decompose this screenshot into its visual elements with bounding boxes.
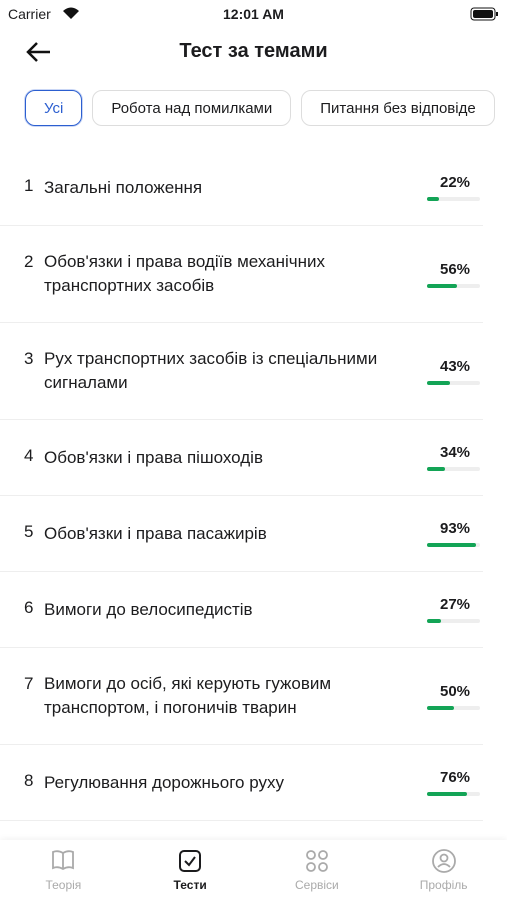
progress-track	[427, 467, 480, 471]
progress: 56%	[427, 261, 483, 288]
topic-row[interactable]: 8 Регулювання дорожнього руху 76%	[0, 745, 483, 821]
topic-number: 7	[24, 674, 34, 693]
topic-number: 5	[24, 522, 34, 541]
status-bar: Carrier 12:01 AM	[0, 0, 507, 28]
battery-icon	[470, 7, 498, 21]
topic-title: Рух транспортних засобів із спеціальними…	[44, 349, 378, 392]
topic-row[interactable]: 6 Вимоги до велосипедистів 27%	[0, 572, 483, 648]
topic-row[interactable]: 5 Обов'язки і права пасажирів 93%	[0, 496, 483, 572]
progress-bar	[427, 619, 442, 623]
topic-row[interactable]: 75%	[0, 821, 483, 840]
progress-bar	[427, 380, 450, 385]
nav-item[interactable]: Теорія	[0, 840, 127, 900]
topic-title: Обов'язки і права водіїв механічних тран…	[44, 252, 326, 295]
progress-bar	[427, 705, 454, 710]
bottom-nav: Теорія Тести Сервіси Профіль	[0, 840, 507, 900]
topic-row[interactable]: 3 Рух транспортних засобів із спеціальним…	[0, 323, 483, 420]
progress-bar	[427, 197, 439, 201]
time: 12:01 AM	[223, 6, 284, 22]
progress-label: 43%	[439, 357, 471, 375]
topic-row[interactable]: 7 Вимоги до осіб, які керують гужовим тра…	[0, 648, 483, 745]
topic-title: Загальні положення	[44, 177, 203, 197]
header: Тест за темами	[0, 34, 507, 70]
topic-row[interactable]: 4 Обов'язки і права пішоходів 34%	[0, 420, 483, 496]
progress: 34%	[427, 444, 483, 471]
progress-label: 76%	[439, 769, 471, 786]
topic-title: Обов'язки і права пасажирів	[44, 523, 267, 543]
progress-bar	[427, 792, 468, 796]
topic-row[interactable]: 1 Загальні положення 22%	[0, 150, 483, 226]
topic-title: Вимоги до велосипедистів	[44, 599, 253, 619]
progress: 76%	[427, 769, 483, 796]
progress-bar	[427, 467, 446, 471]
progress-track	[427, 619, 480, 623]
nav-item[interactable]: Сервіси	[254, 840, 381, 900]
progress-bar	[427, 543, 477, 547]
nav-icon	[305, 850, 328, 872]
nav-icon	[431, 849, 456, 873]
progress-track	[427, 283, 480, 288]
topic-list: 1 Загальні положення 22% 2 Обов'язки і права…	[0, 150, 507, 840]
progress-bar	[427, 283, 457, 288]
filter-tab[interactable]: Робота над помилками	[92, 90, 292, 126]
nav-label: Профіль	[419, 878, 468, 892]
progress-track	[427, 792, 480, 796]
progress: 43%	[427, 358, 483, 385]
progress-track	[427, 705, 480, 710]
filter-tab[interactable]: Питання без відповіде	[301, 90, 495, 126]
carrier: Carrier	[8, 6, 51, 22]
progress-track	[427, 543, 480, 547]
topic-number: 1	[24, 176, 34, 195]
filter-tab[interactable]: Усі	[25, 90, 83, 126]
topic-number: 6	[24, 598, 34, 617]
progress-label: 50%	[439, 682, 471, 700]
topic-number: 2	[24, 252, 34, 271]
progress: 22%	[427, 174, 483, 201]
topic-row[interactable]: 2 Обов'язки і права водіїв механічних тра…	[0, 226, 483, 323]
back-button[interactable]	[24, 40, 52, 64]
nav-label: Тести	[173, 878, 207, 892]
progress-label: 22%	[439, 174, 471, 191]
nav-item[interactable]: Тести	[127, 840, 254, 900]
topic-title: Обов'язки і права пішоходів	[44, 447, 263, 467]
topic-number: 3	[24, 349, 34, 368]
wifi-icon	[63, 7, 79, 19]
nav-label: Сервіси	[294, 878, 339, 892]
progress: 93%	[427, 520, 483, 547]
nav-icon	[179, 850, 202, 872]
filter-tabs: Усі Робота над помилками Питання без відпо…	[25, 90, 495, 126]
progress-label: 34%	[439, 444, 471, 461]
nav-icon	[52, 850, 75, 871]
topic-title: Вимоги до осіб, які керують гужовим тран…	[44, 674, 332, 717]
screen-title: Тест за темами	[179, 40, 328, 62]
progress-label: 27%	[439, 596, 471, 613]
progress-label: 93%	[439, 520, 471, 537]
nav-label: Теорія	[45, 878, 82, 892]
progress-track	[427, 380, 480, 385]
topic-number: 4	[24, 446, 34, 465]
nav-item[interactable]: Профіль	[380, 840, 507, 900]
progress-label: 56%	[439, 260, 471, 278]
progress: 27%	[427, 596, 483, 623]
progress-track	[427, 197, 480, 201]
topic-number: 8	[24, 771, 34, 790]
topic-title: Регулювання дорожнього руху	[44, 772, 284, 792]
progress: 50%	[427, 683, 483, 710]
